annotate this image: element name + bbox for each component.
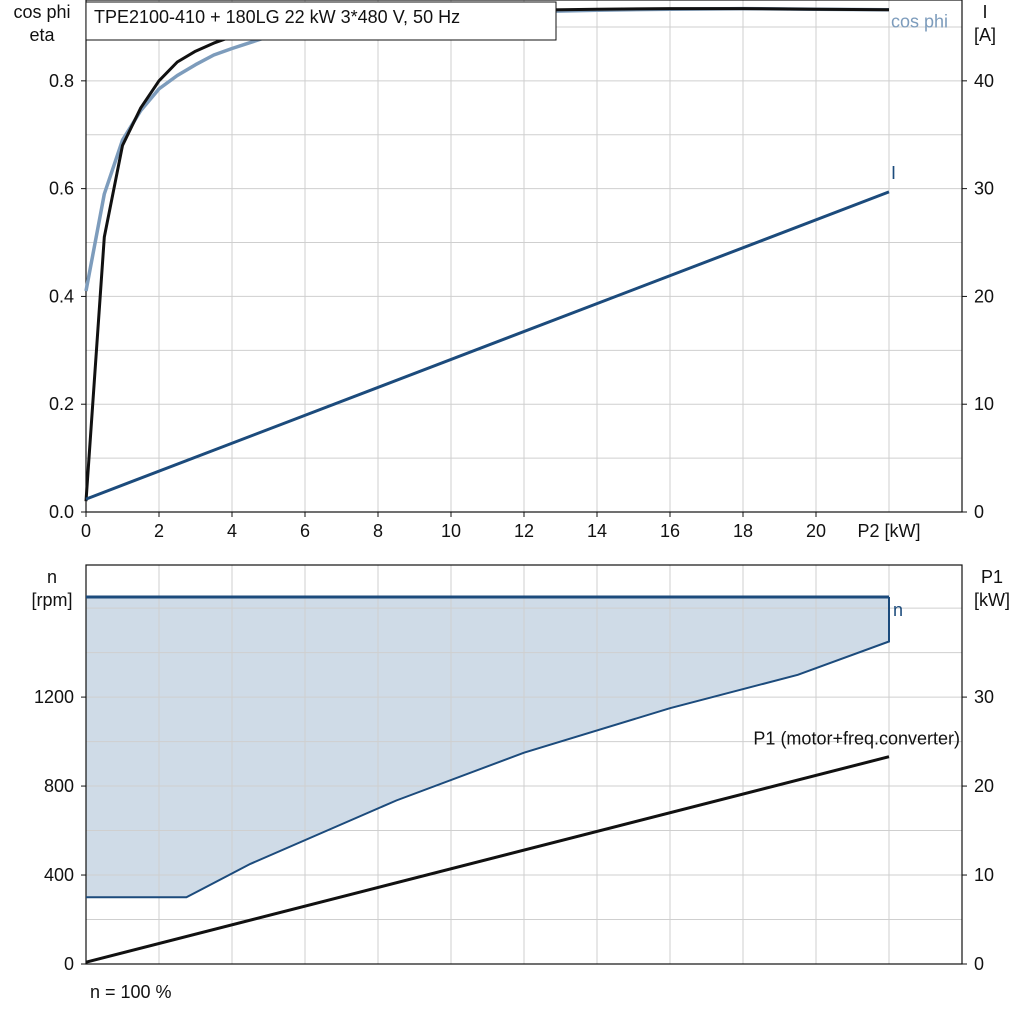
x-tick-label: 2 (154, 521, 164, 541)
series-label-i: I (891, 163, 896, 183)
x-tick-label: 8 (373, 521, 383, 541)
speed-range-area (86, 597, 889, 898)
series-label-p1: P1 (motor+freq.converter) (753, 729, 960, 749)
x-tick-label: 14 (587, 521, 607, 541)
y-tick-label-left: 1200 (34, 687, 74, 707)
footnote: n = 100 % (90, 982, 172, 1002)
y-tick-label-right: 10 (974, 394, 994, 414)
y-tick-label-left: 0.8 (49, 71, 74, 91)
x-tick-label: 6 (300, 521, 310, 541)
y-axis-title-right: I (982, 2, 987, 22)
y-axis-title-left: [rpm] (31, 590, 72, 610)
series-label-eta: eta (891, 0, 917, 1)
y-tick-label-left: 0.4 (49, 286, 74, 306)
series-line-eta (84, 7, 890, 502)
x-tick-label: 0 (81, 521, 91, 541)
y-axis-title-right: [kW] (974, 590, 1010, 610)
plot-frame (85, 564, 963, 965)
y-tick-label-right: 20 (974, 286, 994, 306)
series-label-n: n (893, 600, 903, 620)
y-tick-label-left: 0.0 (49, 502, 74, 522)
series-line-i (85, 190, 890, 501)
y-tick-label-left: 400 (44, 865, 74, 885)
y-axis-title-right: P1 (981, 567, 1003, 587)
x-tick-label: 18 (733, 521, 753, 541)
y-tick-label-right: 0 (974, 954, 984, 974)
y-tick-label-right: 30 (974, 179, 994, 199)
y-tick-label-left: 0.2 (49, 394, 74, 414)
y-tick-label-left: 0 (64, 954, 74, 974)
y-tick-label-right: 30 (974, 687, 994, 707)
y-tick-label-right: 0 (974, 502, 984, 522)
x-axis-title: P2 [kW] (857, 521, 920, 541)
y-tick-label-left: 800 (44, 776, 74, 796)
x-tick-label: 16 (660, 521, 680, 541)
series-line-p1 (85, 755, 890, 964)
chart-title: TPE2100-410 + 180LG 22 kW 3*480 V, 50 Hz (94, 7, 460, 27)
x-tick-label: 12 (514, 521, 534, 541)
y-tick-label-left: 0.6 (49, 179, 74, 199)
x-tick-label: 4 (227, 521, 237, 541)
efficiency-current-chart: 0.0 0.2 0.4 0.6 0.8 0 10 20 30 40 0 2 4 6 8 10 12 14 16 18 2… (13, 0, 996, 541)
series-line-cos-phi (84, 6, 890, 292)
y-axis-title-left: eta (29, 25, 55, 45)
y-tick-label-right: 10 (974, 865, 994, 885)
title-box (85, 1, 557, 41)
series-line-n-min (86, 597, 890, 899)
x-tick-label: 20 (806, 521, 826, 541)
y-tick-label-right: 20 (974, 776, 994, 796)
x-tick-label: 10 (441, 521, 461, 541)
y-axis-title-right: [A] (974, 25, 996, 45)
y-axis-title-left: cos phi (13, 2, 70, 22)
y-tick-label-right: 40 (974, 71, 994, 91)
y-axis-title-left: n (47, 567, 57, 587)
series-label-cos-phi: cos phi (891, 12, 948, 32)
speed-power-chart: 0 400 800 1200 0 10 20 30 n [rpm] P1 [kW] n P1 (motor… (31, 564, 1010, 974)
